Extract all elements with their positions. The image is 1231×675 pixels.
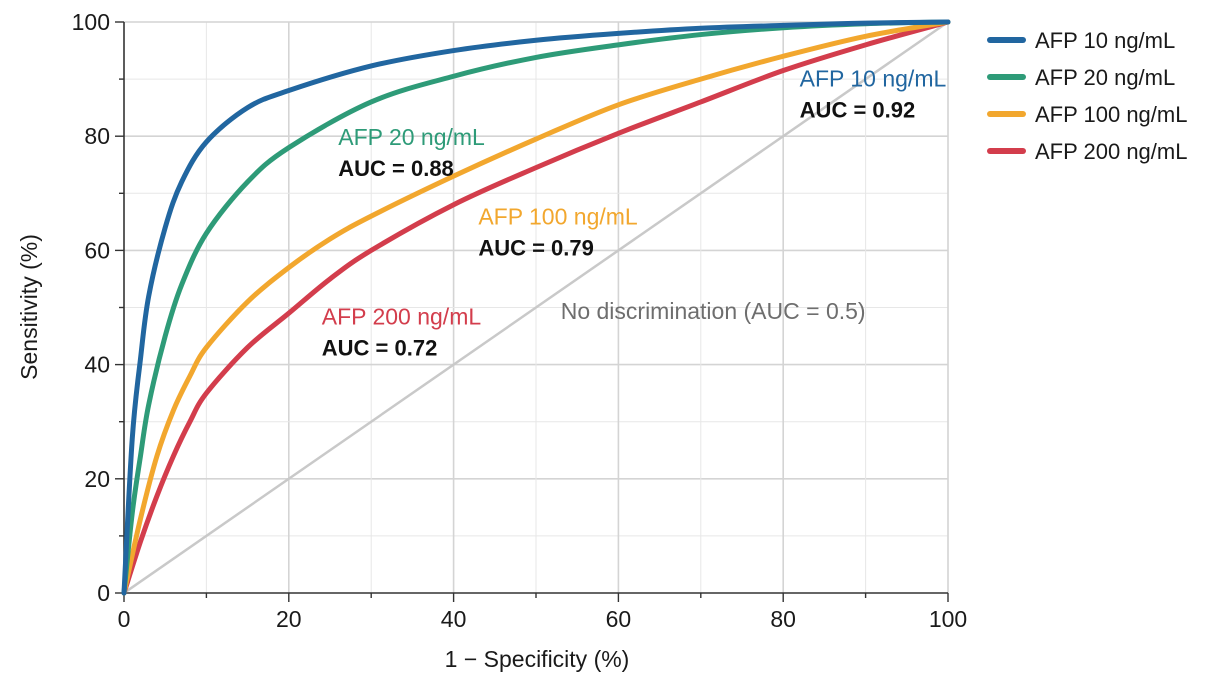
y-axis-title: Sensitivity (%)	[16, 234, 42, 380]
series-line-4	[121, 19, 951, 596]
annotation-auc-value: AUC = 0.92	[800, 98, 916, 123]
reference-diagonal-line	[123, 20, 949, 595]
reference-line-group	[123, 20, 949, 595]
x-tick-label: 80	[770, 606, 796, 632]
legend-label: AFP 10 ng/mL	[1035, 28, 1175, 53]
legend-label: AFP 20 ng/mL	[1035, 65, 1175, 90]
annotation-series-name: AFP 20 ng/mL	[338, 124, 485, 150]
y-tick-label: 100	[72, 9, 110, 35]
y-tick-label: 0	[97, 580, 110, 606]
x-tick-label: 20	[276, 606, 302, 632]
y-tick-label: 80	[84, 123, 110, 149]
annotation-auc-value: AUC = 0.88	[338, 156, 454, 181]
legend-label: AFP 200 ng/mL	[1035, 139, 1187, 164]
x-tick-label: 0	[118, 606, 131, 632]
x-tick-label: 60	[606, 606, 632, 632]
series-line-1	[121, 19, 951, 596]
annotation-auc-value: AUC = 0.72	[322, 336, 438, 361]
reference-line-label: No discrimination (AUC = 0.5)	[561, 298, 866, 324]
y-tick-label: 60	[84, 237, 110, 263]
grid	[124, 21, 949, 593]
x-tick-label: 100	[929, 606, 967, 632]
series-line-2	[121, 19, 951, 596]
y-tick-label: 40	[84, 352, 110, 378]
series-line-3	[121, 19, 951, 596]
annotation-group: AFP 10 ng/mL AUC = 0.92 AFP 20 ng/mL AUC = …	[322, 66, 947, 361]
legend-label: AFP 100 ng/mL	[1035, 102, 1187, 127]
x-tick-label: 40	[441, 606, 467, 632]
annotation-series-name: AFP 10 ng/mL	[800, 66, 947, 92]
axes: 0 20 40 60 80 100 0 20 40 60 80 100	[72, 9, 968, 632]
y-tick-label: 20	[84, 466, 110, 492]
annotation-auc-value: AUC = 0.79	[478, 236, 594, 261]
legend: AFP 10 ng/mL AFP 20 ng/mL AFP 100 ng/mL AFP…	[987, 28, 1187, 164]
annotation-series-name: AFP 200 ng/mL	[322, 304, 482, 330]
annotation-series-name: AFP 100 ng/mL	[478, 204, 638, 230]
series-group	[121, 19, 951, 596]
x-axis-title: 1 − Specificity (%)	[445, 646, 630, 672]
